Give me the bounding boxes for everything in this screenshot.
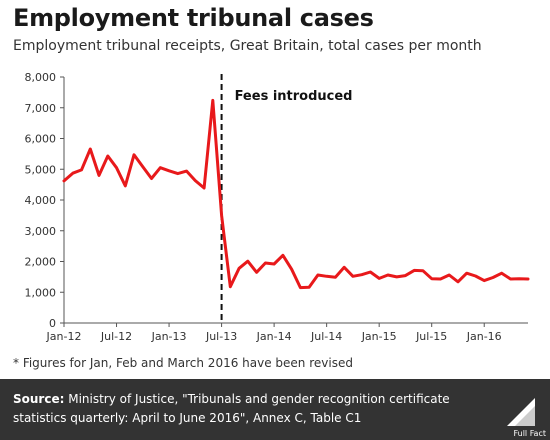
series-layer	[62, 98, 530, 290]
fees-introduced-label: Fees introduced	[235, 89, 353, 104]
source-footer: Source: Ministry of Justice, "Tribunals …	[0, 379, 550, 440]
x-tick-label: Jan-16	[466, 330, 502, 343]
y-tick-label: 1,000	[25, 286, 57, 299]
x-tick-label: Jan-13	[151, 330, 187, 343]
annotation-layer: Fees introduced	[220, 74, 353, 323]
chart-subtitle: Employment tribunal receipts, Great Brit…	[13, 38, 482, 54]
y-axis: 0 1,000 2,000 3,000 4,000 5,000 6,000 7,000 8,00…	[25, 71, 65, 330]
chart-title: Employment tribunal cases	[13, 4, 374, 32]
x-tick-label: Jul-14	[310, 330, 342, 343]
y-tick-label: 8,000	[25, 71, 57, 84]
x-tick-label: Jan-12	[46, 330, 82, 343]
x-axis: Jan-12 Jul-12 Jan-13 Jul-13 Jan-14 Jul-14 Jan-…	[46, 322, 528, 343]
y-tick-label: 0	[49, 317, 56, 330]
series-line	[62, 98, 530, 290]
y-tick-label: 3,000	[25, 225, 57, 238]
y-tick-label: 6,000	[25, 133, 57, 146]
x-tick-label: Jan-15	[361, 330, 397, 343]
y-tick-label: 2,000	[25, 256, 57, 269]
x-tick-label: Jul-13	[205, 330, 237, 343]
y-tick-label: 5,000	[25, 163, 57, 176]
source-text-block: Source: Ministry of Justice, "Tribunals …	[13, 390, 483, 428]
footnote: * Figures for Jan, Feb and March 2016 ha…	[13, 356, 353, 370]
source-citation: Ministry of Justice, "Tribunals and gend…	[13, 392, 450, 425]
y-tick-label: 7,000	[25, 102, 57, 115]
y-tick-label: 4,000	[25, 194, 57, 207]
x-tick-label: Jul-15	[415, 330, 447, 343]
x-tick-label: Jul-12	[100, 330, 132, 343]
full-fact-logo-icon	[507, 398, 535, 426]
full-fact-logo-text: Full Fact	[513, 429, 546, 438]
source-label: Source:	[13, 392, 65, 406]
x-tick-label: Jan-14	[256, 330, 292, 343]
line-chart: 0 1,000 2,000 3,000 4,000 5,000 6,000 7,000 8,00…	[25, 71, 530, 343]
